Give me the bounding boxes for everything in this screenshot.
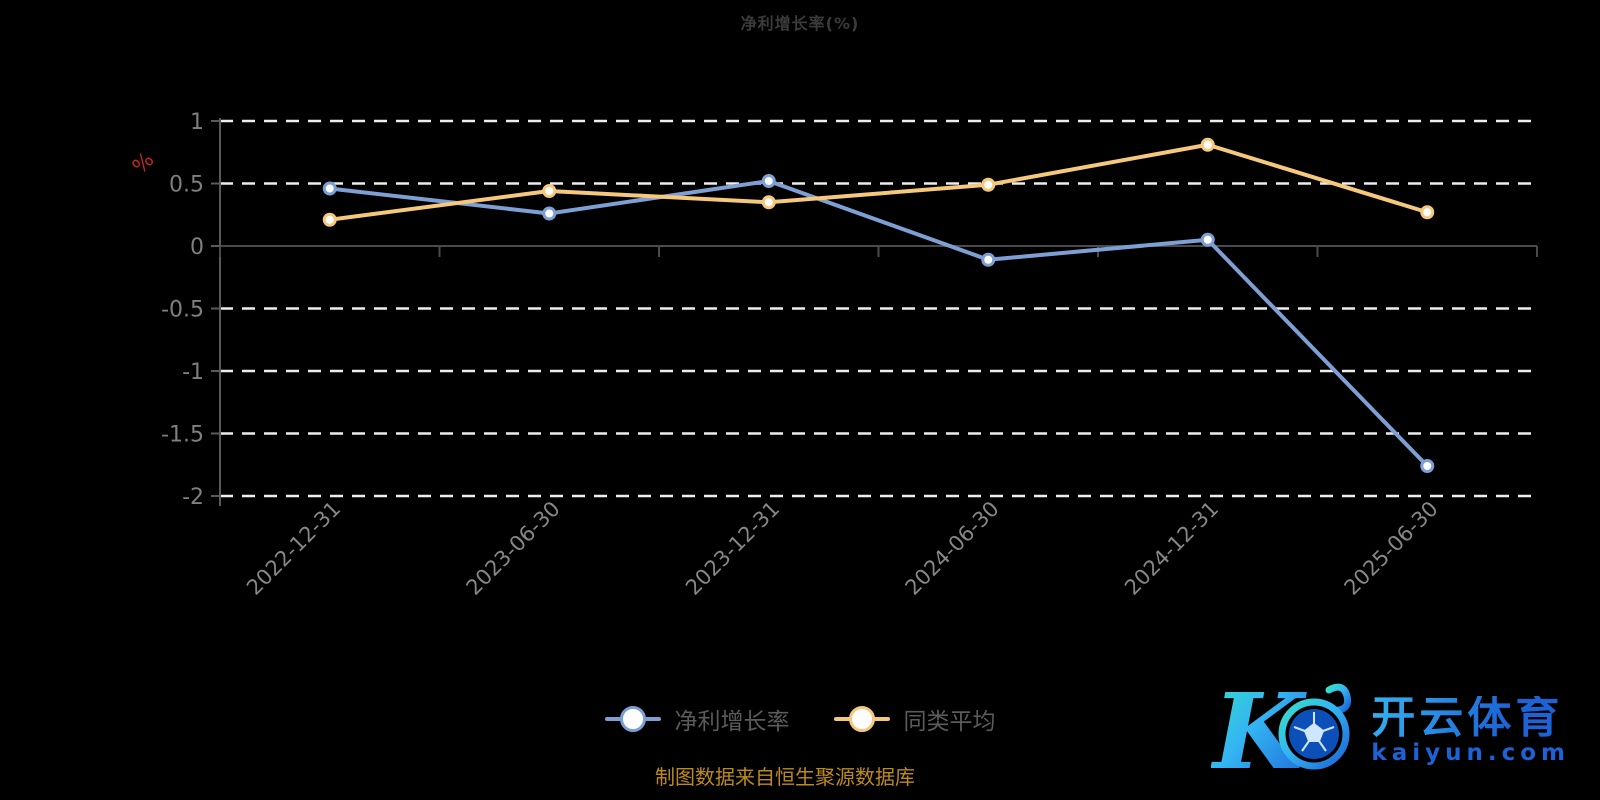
y-axis-label: 1 [190, 110, 204, 135]
legend-label: 同类平均 [903, 709, 996, 735]
data-point [322, 212, 337, 227]
data-point [1200, 232, 1215, 247]
x-axis-label: 2023-06-30 [462, 497, 565, 600]
logo-text: 开云体育 kaiyun.com [1371, 691, 1570, 766]
x-axis-label: 2022-12-31 [242, 497, 345, 600]
y-axis-label: 0 [190, 235, 204, 260]
legend-item-category-average[interactable]: 同类平均 [833, 702, 996, 736]
data-point [761, 174, 776, 188]
data-point [542, 206, 557, 221]
legend-line-dot-icon [604, 706, 661, 732]
series-line-1 [327, 142, 1430, 222]
data-source-caption: 制图数据来自恒生聚源数据库 [655, 765, 915, 789]
data-point [761, 195, 776, 210]
data-point [981, 177, 996, 192]
y-axis-label: -0.5 [161, 298, 204, 323]
logo-brand-name: 开云体育 [1371, 691, 1564, 743]
x-axis-label: 2024-06-30 [901, 497, 1004, 600]
legend-label: 净利增长率 [674, 709, 790, 735]
data-point [322, 181, 337, 196]
legend-line-dot-icon [833, 706, 890, 732]
data-point [1420, 459, 1435, 473]
logo-domain: kaiyun.com [1371, 739, 1570, 766]
y-axis-name: % [128, 148, 159, 179]
kaiyun-watermark-logo[interactable]: K 开云体育 kaiyun.com [1211, 668, 1570, 792]
y-axis-label: -1.5 [161, 423, 204, 448]
y-axis-label: 0.5 [169, 173, 204, 198]
data-point [1420, 205, 1435, 220]
data-point [981, 252, 996, 267]
x-axis-label: 2025-06-30 [1340, 497, 1443, 600]
chart-title: 净利增长率(%) [740, 14, 860, 33]
kaiyun-k-soccer-icon: K [1211, 670, 1352, 792]
series-line-0 [327, 179, 1430, 468]
legend-item-net-profit-growth[interactable]: 净利增长率 [604, 702, 790, 736]
y-axis-label: -1 [182, 360, 204, 385]
data-point [1200, 137, 1215, 152]
y-axis-label: -2 [182, 485, 204, 510]
x-axis-label: 2024-12-31 [1120, 497, 1223, 600]
data-point [542, 184, 557, 198]
chart-legend: 净利增长率 同类平均 [0, 702, 1600, 736]
x-axis-label: 2023-12-31 [681, 497, 784, 600]
